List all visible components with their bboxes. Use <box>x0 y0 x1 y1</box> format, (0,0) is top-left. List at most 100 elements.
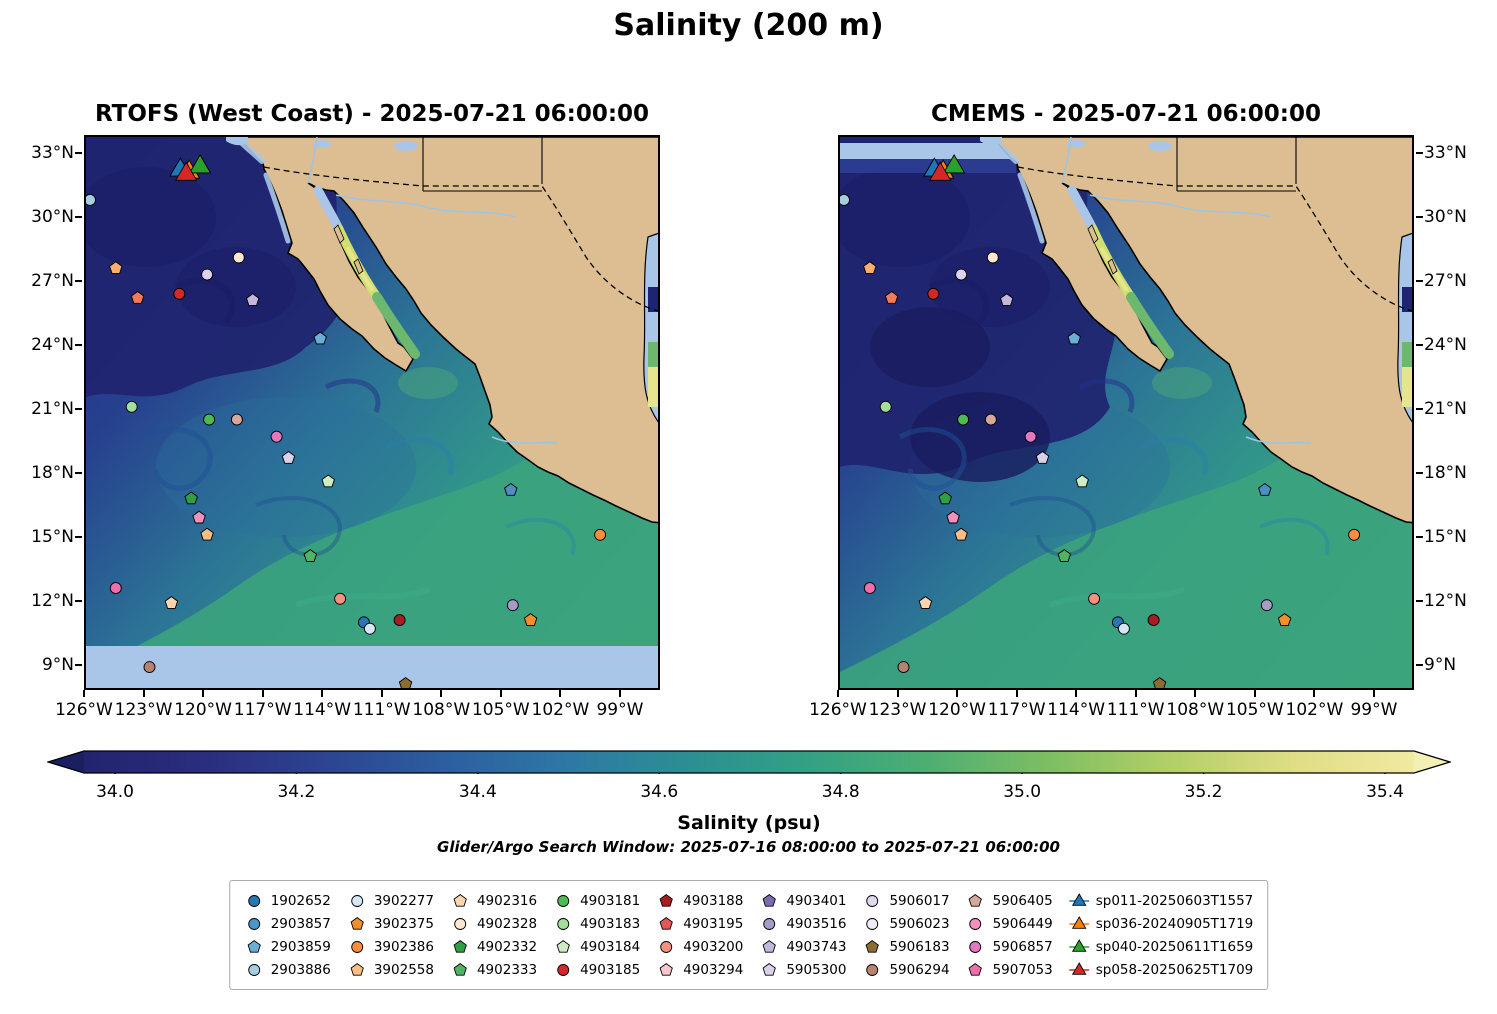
lon-tick-mark <box>559 690 562 697</box>
lon-tick-label: 126°W <box>809 700 867 720</box>
float-legend-marker <box>659 962 673 976</box>
lon-tick-label: 117°W <box>233 700 292 720</box>
argo-float-marker <box>1075 474 1089 488</box>
legend-label: 4902332 <box>476 938 538 955</box>
colorbar-tick-label: 35.0 <box>1003 782 1042 802</box>
argo-float-marker <box>281 450 296 464</box>
lon-tick-mark <box>618 690 621 697</box>
legend-item: 5906017 <box>862 892 950 909</box>
legend-item: 4902332 <box>450 939 537 955</box>
legend-item: 5907053 <box>966 962 1053 978</box>
lon-tick-mark <box>1075 690 1078 697</box>
colorbar-label: Salinity (psu) <box>677 812 821 834</box>
lat-tick-label: 18°N <box>31 463 74 484</box>
lon-tick-label: 123°W <box>114 700 173 720</box>
legend-item: 4903401 <box>759 893 846 909</box>
legend-item: 5906857 <box>966 939 1053 955</box>
argo-float-marker <box>1147 614 1160 627</box>
argo-float-marker <box>840 193 850 206</box>
legend-label: sp036-20240905T1719 <box>1095 915 1254 932</box>
legend-label: 4903200 <box>683 938 744 955</box>
legend-item: 5906023 <box>862 915 950 932</box>
lat-tick-mark <box>1416 216 1423 219</box>
glider-marker <box>188 154 212 174</box>
colorbar-tick-label: 35.4 <box>1366 782 1404 802</box>
legend-label: 4903401 <box>786 892 847 909</box>
argo-float-marker <box>313 331 327 345</box>
legend-item: 4903188 <box>656 893 743 909</box>
lon-tick-label: 99°W <box>1350 700 1398 720</box>
argo-float-marker <box>504 482 518 496</box>
legend-label: 5906017 <box>889 892 950 909</box>
float-legend-marker <box>865 939 880 953</box>
lon-tick-mark <box>1253 690 1256 697</box>
argo-float-marker <box>863 261 877 274</box>
argo-float-marker <box>879 400 892 413</box>
landmass <box>990 137 1412 524</box>
argo-float-marker <box>1152 677 1167 688</box>
lon-tick-mark <box>896 690 899 697</box>
argo-float-marker <box>1348 528 1361 541</box>
lon-tick-label: 114°W <box>1047 700 1106 720</box>
legend-label: 4902316 <box>476 892 538 909</box>
lon-tick-label: 108°W <box>412 700 471 720</box>
legend-item: 5906405 <box>966 893 1053 909</box>
landmass <box>236 137 658 524</box>
legend-item: 2903857 <box>244 916 331 932</box>
argo-float-marker <box>321 474 335 488</box>
legend-label: 5906449 <box>992 915 1053 932</box>
lat-tick-mark <box>75 216 82 219</box>
argo-float-marker <box>523 613 538 626</box>
legend-item: sp040-20250611T1659 <box>1068 938 1254 955</box>
legend-item: 4903200 <box>656 939 743 955</box>
lon-tick-label: 108°W <box>1166 700 1225 720</box>
lon-tick-label: 120°W <box>928 700 986 720</box>
lat-tick-mark <box>1416 152 1423 155</box>
legend-label: 5907053 <box>992 961 1053 978</box>
argo-float-marker <box>270 430 283 443</box>
legend-item: 4903516 <box>759 916 846 932</box>
glider-legend-marker <box>1068 961 1089 975</box>
argo-float-marker <box>955 268 968 281</box>
lon-tick-label: 117°W <box>987 700 1046 720</box>
argo-float-marker <box>109 261 123 274</box>
argo-float-marker <box>897 661 910 674</box>
argo-float-marker <box>594 528 607 541</box>
argo-float-marker <box>1088 592 1101 605</box>
lon-tick-label: 111°W <box>1106 700 1165 720</box>
legend-item: 1902652 <box>244 893 331 909</box>
lat-tick-mark <box>1416 280 1423 283</box>
float-legend-marker <box>866 894 879 907</box>
legend-item: 4903743 <box>759 939 846 955</box>
legend-label: sp040-20250611T1659 <box>1095 938 1254 955</box>
lon-tick-mark <box>261 690 264 697</box>
argo-float-marker <box>200 527 214 541</box>
colorbar-tick-label: 34.6 <box>640 782 679 802</box>
colorbar-tick-label: 34.8 <box>821 782 860 802</box>
legend-label: 4903181 <box>580 892 641 909</box>
lat-tick-label: 30°N <box>31 207 74 228</box>
argo-float-marker <box>109 582 122 595</box>
legend-item: 4903183 <box>553 916 640 932</box>
argo-float-marker <box>938 491 952 505</box>
panel-title-cmems: CMEMS - 2025-07-21 06:00:00 <box>930 101 1322 127</box>
legend-item: 2903859 <box>244 939 331 955</box>
argo-float-marker <box>884 290 899 304</box>
legend-label: 2903857 <box>270 915 331 932</box>
argo-float-marker <box>173 287 186 300</box>
float-legend-marker <box>350 962 364 976</box>
lon-tick-mark <box>83 690 85 697</box>
legend-label: 4903183 <box>580 915 641 932</box>
argo-float-marker <box>918 596 933 609</box>
argo-float-marker <box>164 596 179 609</box>
lat-tick-label: 27°N <box>31 271 74 292</box>
argo-float-marker <box>203 413 216 426</box>
lat-tick-mark <box>75 152 82 155</box>
float-legend-marker <box>968 893 983 907</box>
lat-tick-label: 18°N <box>1424 463 1467 484</box>
legend-label: 5906023 <box>889 915 950 932</box>
float-legend-marker <box>659 893 673 907</box>
float-legend-marker <box>660 940 673 953</box>
legend-label: 4903184 <box>580 938 641 955</box>
